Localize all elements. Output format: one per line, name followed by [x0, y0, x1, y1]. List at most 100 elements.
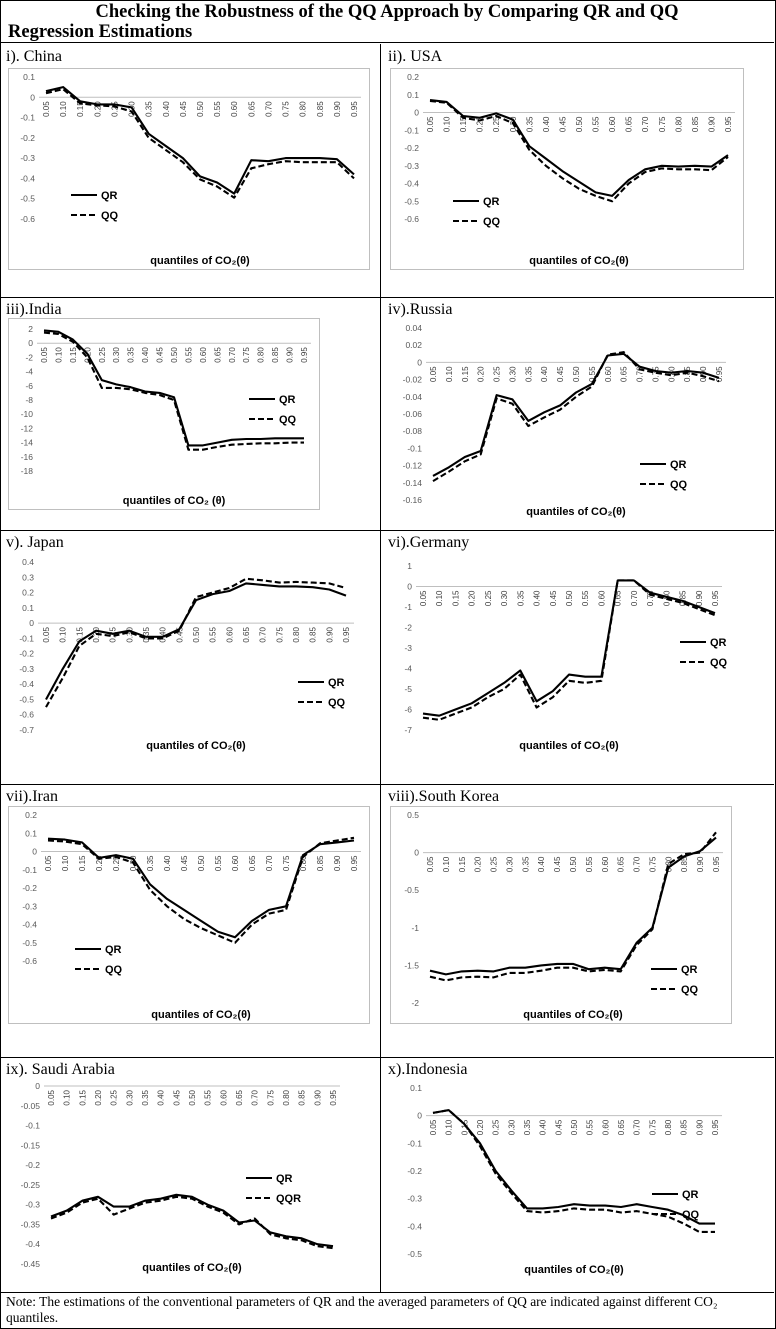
x-tick-label: 0.15: [75, 627, 84, 643]
x-tick-label: 0.75: [648, 1119, 657, 1135]
x-tick-label: 0.05: [419, 590, 428, 606]
x-tick-label: 0.20: [474, 856, 483, 872]
x-tick-label: 0.75: [275, 627, 284, 643]
x-tick-label: 0.60: [199, 347, 208, 363]
y-tick-label: -0.06: [403, 409, 423, 419]
y-tick-label: -10: [21, 409, 34, 419]
series-line-qr: [429, 99, 729, 197]
x-tick-label: 0.55: [585, 856, 594, 872]
y-tick-label: -0.3: [404, 161, 419, 171]
x-tick-label: 0.75: [242, 347, 251, 363]
x-tick-label: 0.90: [333, 855, 342, 871]
x-tick-label: 0.10: [63, 1089, 72, 1105]
x-tick-label: 0.30: [125, 627, 134, 643]
x-tick-label: 0.50: [572, 366, 581, 382]
x-tick-label: 0.20: [476, 1119, 485, 1135]
x-tick-label: 0.15: [69, 347, 78, 363]
y-tick-label: -18: [21, 466, 34, 476]
y-tick-label: -0.12: [403, 461, 423, 471]
x-tick-label: 0.55: [184, 347, 193, 363]
y-tick-label: 0.5: [407, 810, 419, 820]
figure-title: Checking the Robustness of the QQ Approa…: [0, 0, 774, 43]
y-tick-label: 0: [417, 357, 422, 367]
x-tick-label: 0.80: [674, 116, 683, 132]
y-tick-label: -0.1: [19, 633, 34, 643]
x-axis-title: quantiles of CO₂(θ): [524, 1264, 624, 1276]
x-tick-label: 0.05: [44, 855, 53, 871]
x-tick-label: 0.40: [162, 101, 171, 117]
x-tick-label: 0.50: [575, 116, 584, 132]
x-tick-label: 0.85: [316, 101, 325, 117]
x-tick-label: 0.45: [554, 1119, 563, 1135]
series-line-qq: [422, 579, 716, 721]
y-tick-label: -0.6: [20, 214, 35, 224]
x-tick-label: 0.50: [170, 347, 179, 363]
x-tick-label: 0.35: [142, 627, 151, 643]
y-tick-label: 0.2: [25, 810, 37, 820]
x-tick-label: 0.90: [286, 347, 295, 363]
x-tick-label: 0.85: [271, 347, 280, 363]
chart-usa: 0.2 0.1 0 -0.1 -0.2 -0.3 -0.4 -0.5 -0.6 0.05 0.10 0…: [390, 68, 744, 270]
y-tick-label: 0.1: [22, 603, 34, 613]
series-line-qqr: [50, 1195, 334, 1250]
row-divider: [0, 530, 774, 531]
series-line-qr: [43, 329, 304, 447]
x-axis-title: quantiles of CO₂(θ): [519, 740, 619, 752]
chart-japan: 0.4 0.3 0.2 0.1 0 -0.1 -0.2 -0.3 -0.4 -0.5 -0.6 -0.…: [8, 556, 370, 756]
x-tick-label: 0.70: [633, 856, 642, 872]
x-tick-label: 0.75: [651, 366, 660, 382]
x-tick-label: 0.70: [265, 855, 274, 871]
x-tick-label: 0.15: [460, 1119, 469, 1135]
y-tick-label: -0.3: [25, 1200, 40, 1210]
y-tick-label: -0.2: [404, 143, 419, 153]
y-tick-label: 0: [414, 108, 419, 118]
x-tick-label: 0.25: [110, 1089, 119, 1105]
x-tick-label: 0.30: [125, 1089, 134, 1105]
y-tick-label: -0.1: [404, 125, 419, 135]
legend-label-qr: QR: [276, 1173, 293, 1185]
x-tick-label: 0.90: [696, 856, 705, 872]
series-line-qq: [429, 831, 717, 982]
x-tick-label: 0.75: [282, 855, 291, 871]
y-tick-label: -12: [21, 423, 34, 433]
y-tick-label: -0.5: [22, 938, 37, 948]
x-tick-label: 0.80: [299, 855, 308, 871]
x-tick-label: 0.50: [188, 1089, 197, 1105]
y-tick-label: -2: [404, 623, 412, 633]
y-tick-label: -0.05: [21, 1101, 41, 1111]
x-tick-label: 0.50: [569, 856, 578, 872]
x-tick-label: 0.90: [707, 116, 716, 132]
y-tick-label: -0.45: [21, 1259, 41, 1269]
x-tick-label: 0.85: [680, 856, 689, 872]
y-tick-label: -0.4: [22, 920, 37, 930]
legend-label-qr: QR: [682, 1189, 699, 1201]
x-tick-label: 0.40: [542, 116, 551, 132]
x-tick-label: 0.80: [664, 1119, 673, 1135]
x-tick-label: 0.80: [299, 101, 308, 117]
series-line-qq: [45, 577, 347, 708]
legend-label-qq: QQ: [681, 984, 699, 996]
x-tick-label: 0.15: [458, 856, 467, 872]
x-tick-label: 0.20: [95, 855, 104, 871]
x-tick-label: 0.70: [228, 347, 237, 363]
x-tick-label: 0.25: [493, 366, 502, 382]
series-line-qq: [43, 331, 304, 451]
x-tick-label: 0.15: [459, 116, 468, 132]
x-tick-label: 0.20: [477, 366, 486, 382]
x-axis-title: quantiles of CO₂(θ): [523, 1009, 623, 1021]
x-tick-label: 0.05: [42, 627, 51, 643]
y-tick-label: -0.15: [21, 1140, 41, 1150]
x-tick-label: 0.10: [59, 101, 68, 117]
x-tick-label: 0.85: [298, 1089, 307, 1105]
chart-russia: 0.04 0.02 0 -0.02 -0.04 -0.06 -0.08 -0.1 -0.12 -0…: [390, 322, 742, 522]
x-tick-label: 0.40: [159, 627, 168, 643]
x-tick-label: 0.40: [157, 1089, 166, 1105]
y-tick-label: -0.3: [407, 1194, 422, 1204]
x-tick-label: 0.95: [329, 1089, 338, 1105]
series-line-qq: [432, 351, 720, 483]
legend-label-qqr: QQR: [276, 1193, 301, 1205]
y-tick-label: -16: [21, 452, 34, 462]
x-tick-label: 0.65: [625, 116, 634, 132]
x-tick-label: 0.75: [646, 590, 655, 606]
y-tick-label: -0.08: [403, 426, 423, 436]
